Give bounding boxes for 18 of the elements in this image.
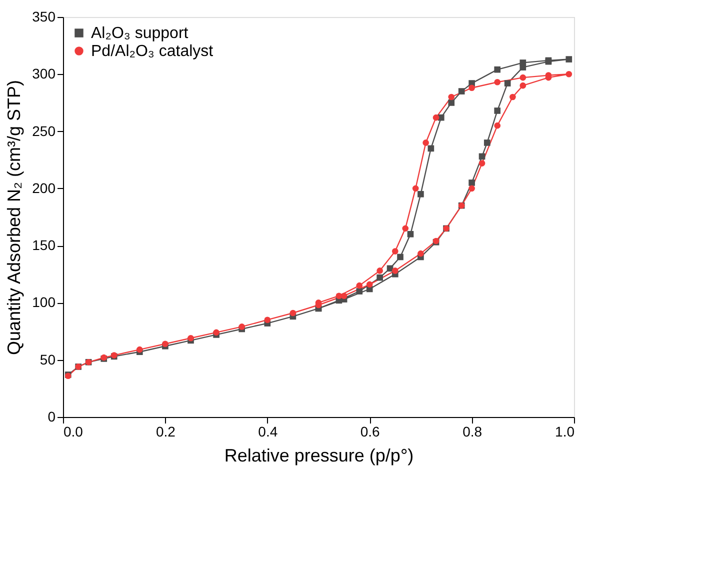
y-tick-label: 350: [32, 8, 56, 24]
legend-label: Pd/Al₂O₃ catalyst: [91, 43, 214, 60]
x-tick-label: 1.0: [555, 424, 575, 440]
y-tick-label: 150: [32, 237, 56, 254]
x-tick-label: 0.6: [360, 424, 380, 440]
y-tick-label: 200: [32, 180, 56, 196]
y-tick-label: 250: [32, 122, 56, 139]
x-tick-label: 0.8: [462, 424, 482, 440]
x-tick-label: 0.4: [258, 424, 278, 440]
x-axis-title: Relative pressure (p/p°): [224, 446, 414, 466]
y-tick-label: 50: [40, 351, 56, 368]
y-axis-title: Quantity Adsorbed N₂ (cm³/g STP): [4, 80, 24, 356]
y-tick-label: 0: [48, 408, 56, 424]
y-tick-label: 100: [32, 294, 56, 310]
x-tick-label: 0.0: [64, 424, 84, 440]
legend-label: Al₂O₃ support: [91, 25, 189, 42]
y-tick-label: 300: [32, 66, 56, 82]
x-tick-label: 0.2: [156, 424, 176, 440]
